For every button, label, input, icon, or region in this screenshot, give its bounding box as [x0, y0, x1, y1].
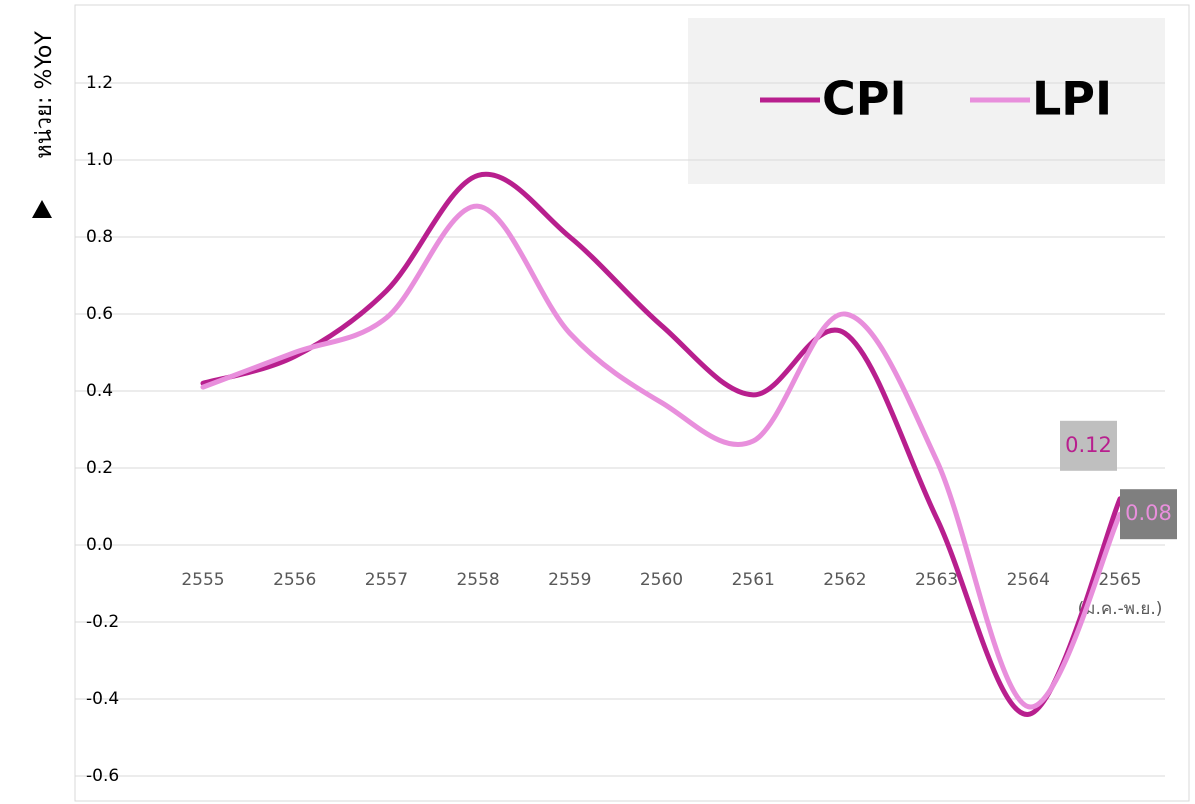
- axis-arrow: [32, 200, 52, 218]
- y-tick-label: 0.4: [86, 381, 113, 401]
- series-line: [200, 203, 1123, 710]
- y-axis-label: หน่วย: %YoY: [32, 31, 57, 159]
- x-tick-label: 2559: [548, 570, 591, 590]
- data-label-box: [1060, 420, 1117, 471]
- x-tick-label: 2560: [640, 570, 683, 590]
- x-tick-label: 2557: [365, 570, 408, 590]
- y-tick-label: 0.6: [86, 304, 113, 324]
- data-label-box: [1120, 489, 1177, 540]
- y-tick-label: -0.6: [86, 766, 119, 786]
- legend-label: CPI: [822, 72, 907, 126]
- y-tick-label: 1.0: [86, 150, 113, 170]
- y-tick-label: 0.2: [86, 458, 113, 478]
- y-tick-label: 1.2: [86, 73, 113, 93]
- data-label: 0.12: [1065, 433, 1112, 457]
- x-tick-label: 2555: [181, 570, 224, 590]
- y-tick-label: 0.0: [86, 535, 113, 555]
- y-tick-label: -0.2: [86, 612, 119, 632]
- y-tick-label: -0.4: [86, 689, 119, 709]
- x-tick-label: 2565 (ม.ค.-พ.ย.): [1078, 570, 1163, 619]
- y-tick-label: 0.8: [86, 227, 113, 247]
- legend-label: LPI: [1032, 72, 1112, 126]
- x-tick-label: 2562: [823, 570, 866, 590]
- x-tick-label: 2563: [915, 570, 958, 590]
- x-tick-label: 2561: [732, 570, 775, 590]
- x-tick-label: 2556: [273, 570, 316, 590]
- data-label: 0.08: [1125, 501, 1172, 525]
- series-line: [200, 171, 1123, 717]
- x-tick-label: 2564: [1007, 570, 1050, 590]
- x-tick-label: 2558: [456, 570, 499, 590]
